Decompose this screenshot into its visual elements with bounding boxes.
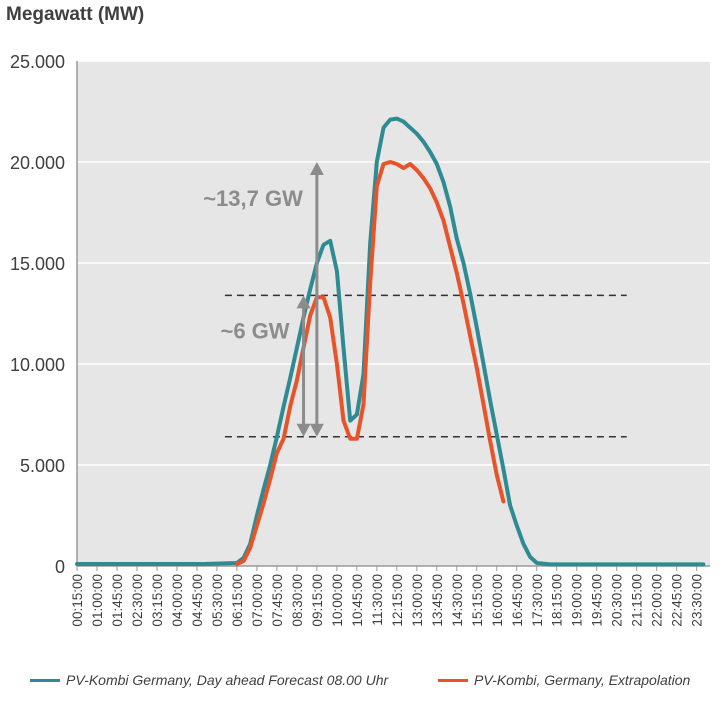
y-tick-label: 5.000 (20, 456, 65, 476)
legend-swatch-forecast (30, 678, 60, 682)
x-tick-label: 03:15:00 (150, 574, 165, 627)
arrowhead-down (309, 423, 324, 437)
x-tick-label: 02:30:00 (130, 574, 145, 627)
reference-lines (224, 294, 627, 438)
x-tick-label: 07:00:00 (250, 574, 265, 627)
x-tick-labels: 00:15:00 01:00:00 01:45:00 02:30:00 03:15:00… (70, 566, 705, 627)
plot-background (77, 61, 710, 566)
x-tick-label: 09:15:00 (310, 574, 325, 627)
x-tick-label: 21:15:00 (630, 574, 645, 627)
x-tick-label: 11:30:00 (370, 574, 385, 626)
x-tick-label: 15:15:00 (470, 574, 485, 627)
x-tick-label: 04:45:00 (190, 574, 205, 627)
x-tick-label: 12:15:00 (390, 574, 405, 627)
x-tick-label: 16:45:00 (510, 574, 525, 627)
x-tick-label: 19:00:00 (570, 574, 585, 627)
x-tick-label: 10:00:00 (330, 574, 345, 627)
series-lines (75, 116, 706, 567)
annotation-label: ~13,7 GW (203, 186, 303, 211)
x-tick-label: 01:45:00 (110, 574, 125, 627)
x-tick-label: 13:45:00 (430, 574, 445, 627)
y-tick-label: 25.000 (10, 52, 65, 72)
legend-item-forecast: PV-Kombi Germany, Day ahead Forecast 08.… (30, 672, 388, 688)
legend-label-extrapolation: PV-Kombi, Germany, Extrapolation (474, 672, 691, 688)
arrowhead-up (296, 295, 311, 309)
x-tick-label: 18:15:00 (550, 574, 565, 627)
legend-item-extrapolation: PV-Kombi, Germany, Extrapolation (438, 672, 690, 688)
series-line-0 (75, 116, 706, 567)
x-tick-label: 08:30:00 (290, 574, 305, 627)
x-tick-label: 16:00:00 (490, 574, 505, 627)
y-tick-label: 10.000 (10, 355, 65, 375)
legend-swatch-extrapolation (438, 678, 468, 682)
y-tick-label: 20.000 (10, 153, 65, 173)
arrowhead-down (296, 423, 311, 437)
x-tick-label: 07:45:00 (270, 574, 285, 627)
x-tick-label: 04:00:00 (170, 574, 185, 627)
y-tick-label: 15.000 (10, 254, 65, 274)
annotations: ~13,7 GW ~6 GW (203, 162, 324, 437)
x-tick-label: 20:30:00 (610, 574, 625, 627)
x-tick-label: 06:15:00 (230, 574, 245, 627)
x-tick-label: 22:00:00 (650, 574, 665, 627)
y-tick-label: 0 (55, 557, 65, 577)
x-tick-label: 10:45:00 (350, 574, 365, 627)
chart-title: Megawatt (MW) (6, 4, 145, 25)
x-tick-label: 00:15:00 (70, 574, 85, 627)
x-tick-label: 13:00:00 (410, 574, 425, 627)
x-tick-label: 19:45:00 (590, 574, 605, 627)
x-tick-label: 14:30:00 (450, 574, 465, 627)
x-tick-label: 01:00:00 (90, 574, 105, 627)
y-tick-labels: 0 5.000 10.000 15.000 20.000 25.000 (10, 52, 65, 577)
series-line-1 (234, 160, 506, 566)
x-tick-label: 05:30:00 (210, 574, 225, 627)
legend-label-forecast: PV-Kombi Germany, Day ahead Forecast 08.… (66, 672, 389, 688)
x-tick-label: 17:30:00 (530, 574, 545, 627)
annotation-label: ~6 GW (220, 318, 289, 343)
x-tick-label: 23:30:00 (690, 574, 705, 627)
x-tick-label: 22:45:00 (670, 574, 685, 627)
arrowhead-up (309, 162, 324, 175)
